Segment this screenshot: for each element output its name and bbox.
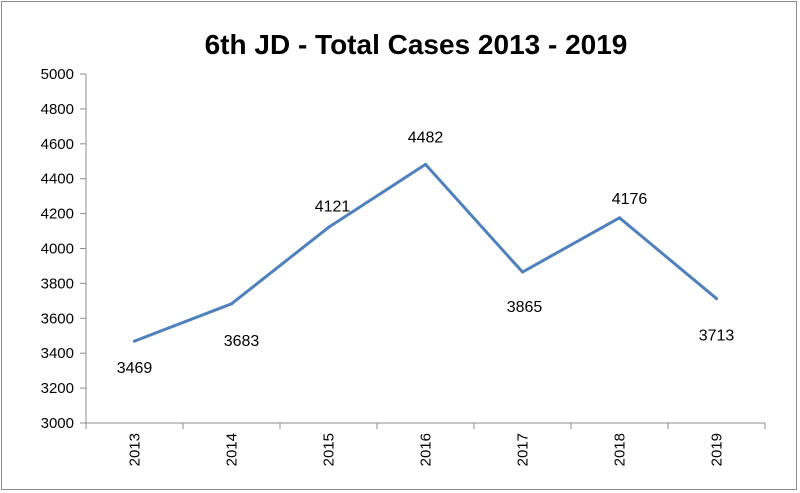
x-tick-label: 2013	[127, 433, 144, 466]
y-tick-label: 4600	[41, 136, 74, 153]
y-tick-label: 4000	[41, 241, 74, 258]
y-tick-label: 3800	[41, 275, 74, 292]
y-tick-label: 3000	[41, 415, 74, 432]
chart-title: 6th JD - Total Cases 2013 - 2019	[205, 29, 628, 60]
y-tick-label: 3600	[41, 310, 74, 327]
x-tick-label: 2017	[515, 433, 532, 466]
series-group	[133, 162, 718, 343]
data-point	[230, 302, 233, 306]
data-point	[715, 297, 718, 301]
data-label: 4121	[315, 198, 351, 215]
data-label: 3469	[117, 360, 153, 377]
x-tick-labels: 2013 2014 2015 2016 2017 2018 2019	[127, 433, 726, 466]
y-tick-label: 4200	[41, 206, 74, 223]
data-point	[327, 225, 330, 229]
data-point	[618, 216, 621, 220]
data-label: 3683	[224, 333, 260, 350]
x-tick-label: 2014	[224, 433, 241, 466]
data-label: 4176	[612, 191, 648, 208]
y-tick-label: 3200	[41, 380, 74, 397]
y-tick-label: 5000	[41, 66, 74, 83]
x-tick-label: 2016	[418, 433, 435, 466]
data-point	[424, 162, 427, 166]
data-label: 3713	[699, 328, 735, 345]
data-point	[521, 270, 524, 274]
data-label: 3865	[507, 299, 543, 316]
x-tick-label: 2018	[612, 433, 629, 466]
x-tick-label: 2015	[321, 433, 338, 466]
axes	[80, 73, 766, 429]
y-tick-label: 4400	[41, 171, 74, 188]
data-label: 4482	[408, 129, 444, 146]
x-tick-label: 2019	[709, 433, 726, 466]
y-tick-labels: 3000 3200 3400 3600 3800 4000 4200 4400 4600 4800…	[41, 66, 74, 432]
y-tick-label: 4800	[41, 101, 74, 118]
data-point	[133, 339, 136, 343]
data-labels: 3469 3683 4121 4482 3865 4176 3713	[117, 129, 735, 377]
y-tick-label: 3400	[41, 345, 74, 362]
